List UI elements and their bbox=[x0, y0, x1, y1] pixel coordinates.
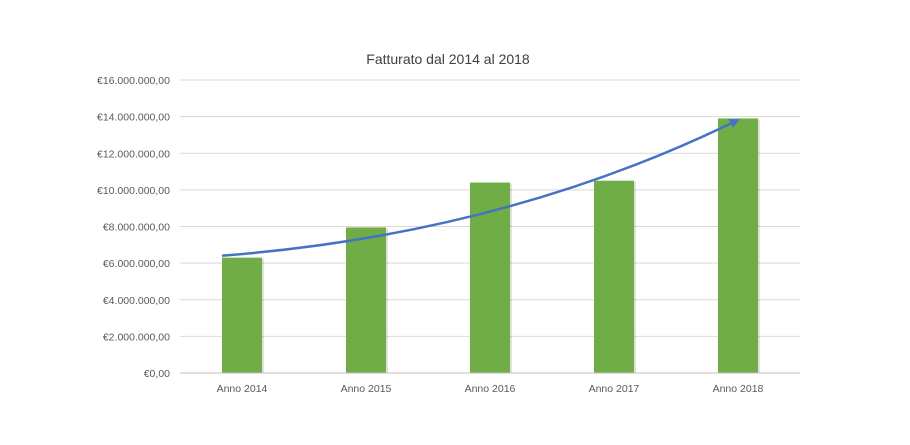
y-tick-label: €6.000.000,00 bbox=[103, 258, 170, 270]
x-tick-label: Anno 2015 bbox=[341, 383, 392, 395]
y-tick-label: €16.000.000,00 bbox=[97, 75, 170, 87]
y-axis-tick-labels: €0,00 €2.000.000,00 €4.000.000,00 €6.000.00… bbox=[97, 75, 170, 380]
y-tick-label: €14.000.000,00 bbox=[97, 112, 170, 124]
chart-title: Fatturato dal 2014 al 2018 bbox=[366, 51, 530, 67]
x-tick-label: Anno 2016 bbox=[465, 383, 516, 395]
bar bbox=[718, 118, 758, 373]
y-tick-label: €12.000.000,00 bbox=[97, 148, 170, 160]
trend-arrow bbox=[221, 119, 740, 257]
bar bbox=[222, 257, 262, 373]
x-tick-label: Anno 2018 bbox=[713, 383, 764, 395]
x-tick-label: Anno 2014 bbox=[217, 383, 268, 395]
bars bbox=[222, 118, 760, 373]
y-tick-label: €10.000.000,00 bbox=[97, 185, 170, 197]
y-tick-label: €8.000.000,00 bbox=[103, 222, 170, 234]
y-tick-label: €0,00 bbox=[144, 368, 170, 380]
x-tick-label: Anno 2017 bbox=[589, 383, 640, 395]
x-axis-tick-labels: Anno 2014 Anno 2015 Anno 2016 Anno 2017 Anno… bbox=[217, 383, 764, 395]
bar bbox=[346, 227, 386, 373]
y-tick-label: €2.000.000,00 bbox=[103, 331, 170, 343]
y-tick-label: €4.000.000,00 bbox=[103, 295, 170, 307]
bar bbox=[594, 180, 634, 373]
